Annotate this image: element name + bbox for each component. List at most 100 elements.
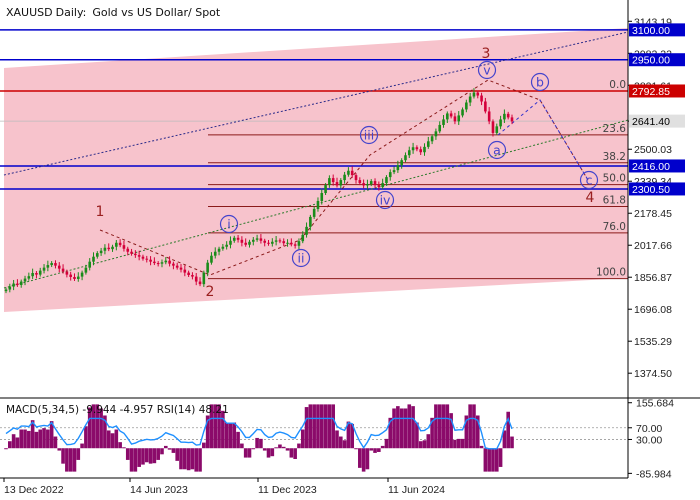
- candle-body: [202, 272, 206, 285]
- macd-bar: [281, 446, 286, 449]
- candle-body: [164, 260, 168, 263]
- price-axis: [628, 0, 700, 398]
- level-tag: [629, 53, 685, 67]
- candle-body: [160, 262, 164, 264]
- candle-body: [8, 286, 12, 290]
- price-tick-label: 2178.45: [634, 208, 672, 220]
- macd-bar: [171, 448, 176, 453]
- macd-bar: [30, 420, 35, 449]
- candle-body: [503, 113, 506, 120]
- candle-body: [465, 102, 468, 110]
- macd-bar: [133, 448, 138, 472]
- candle-body: [373, 181, 377, 186]
- macd-bar: [494, 448, 499, 472]
- candle-body: [267, 242, 270, 244]
- indicator-tick-label: 155.684: [636, 398, 674, 410]
- macd-bar: [8, 441, 12, 449]
- candle-body: [122, 245, 126, 249]
- candle-body: [297, 241, 301, 246]
- macd-bar: [243, 448, 248, 458]
- time-tick-label: 14 Jun 2023: [130, 484, 188, 496]
- macd-bar: [491, 448, 495, 472]
- candle-body: [480, 95, 483, 102]
- candle-body: [335, 182, 339, 186]
- fib-label: 50.0: [603, 173, 626, 185]
- candle-body: [103, 247, 107, 251]
- macd-bar: [186, 448, 191, 471]
- macd-bar: [148, 448, 153, 464]
- candle-body: [491, 121, 495, 133]
- candle-body: [206, 262, 209, 273]
- macd-bar: [87, 407, 92, 449]
- candle-body: [217, 248, 221, 252]
- macd-bar: [316, 404, 320, 449]
- macd-bar: [392, 408, 396, 449]
- macd-bar: [240, 443, 244, 449]
- candle-body: [213, 251, 217, 256]
- candle-body: [381, 183, 384, 188]
- minor-wave-label-circle: [477, 60, 497, 80]
- candle-body: [305, 226, 308, 235]
- time-axis: 13 Dec 2022 14 Jun 2023 11 Dec 2023 11 Jun …: [3, 478, 445, 496]
- candle-body: [350, 170, 354, 176]
- macd-bar: [213, 404, 218, 449]
- macd-bar: [479, 445, 484, 449]
- macd-bar: [91, 404, 96, 449]
- time-tick-label: 11 Dec 2023: [258, 484, 317, 496]
- macd-bar: [57, 448, 62, 451]
- minor-wave-label-circle: [375, 190, 395, 210]
- macd-bar: [460, 438, 465, 449]
- macd-bar: [228, 422, 233, 449]
- candle-body: [434, 131, 438, 137]
- level-tag-label: 2950.00: [632, 55, 670, 67]
- candle-body: [446, 113, 449, 120]
- candle-body: [57, 265, 61, 269]
- candle-body: [255, 238, 259, 240]
- candle-body: [115, 242, 118, 247]
- indicator-tick-label: 30.00: [636, 434, 662, 446]
- macd-bar: [350, 423, 355, 449]
- candle-body: [449, 113, 453, 117]
- candle-body: [191, 275, 194, 277]
- candle-body: [126, 248, 130, 252]
- macd-bar: [205, 415, 210, 449]
- macd-bar: [354, 448, 358, 450]
- candle-body: [369, 181, 373, 185]
- macd-bar: [449, 413, 453, 449]
- candle-body: [229, 240, 232, 245]
- candle-body: [137, 255, 141, 257]
- macd-bar: [388, 417, 393, 449]
- candle-body: [175, 265, 179, 268]
- correction-wave-label-circle: [487, 140, 507, 160]
- macd-bar: [342, 440, 347, 449]
- macd-bar: [373, 448, 377, 453]
- macd-bar: [194, 448, 199, 472]
- minor-wave-label-circle: [219, 214, 239, 234]
- upper-dotted-trendline: [3, 31, 629, 176]
- price-tick-label: 2500.03: [634, 144, 672, 156]
- macd-bar: [61, 448, 65, 464]
- instrument-description: Gold vs US Dollar/ Spot: [92, 6, 221, 19]
- macd-bar: [434, 404, 438, 449]
- candle-body: [38, 270, 42, 275]
- macd-bar: [23, 429, 27, 449]
- candle-body: [92, 256, 95, 262]
- macd-bar: [380, 445, 385, 449]
- candle-body: [69, 274, 72, 277]
- macd-bar: [338, 436, 343, 449]
- candle-body: [27, 276, 31, 279]
- candle-body: [141, 256, 145, 259]
- macd-bar: [95, 404, 100, 449]
- macd-bar: [407, 404, 412, 449]
- correction-wave-label: a: [493, 143, 501, 158]
- fib-label: 23.6: [603, 123, 627, 135]
- candle-body: [46, 265, 50, 268]
- candle-body: [282, 241, 286, 244]
- macd-bar: [125, 448, 130, 460]
- macd-bar: [418, 441, 423, 449]
- macd-bar: [72, 448, 77, 472]
- macd-bar: [49, 421, 54, 449]
- macd-bar: [42, 428, 46, 449]
